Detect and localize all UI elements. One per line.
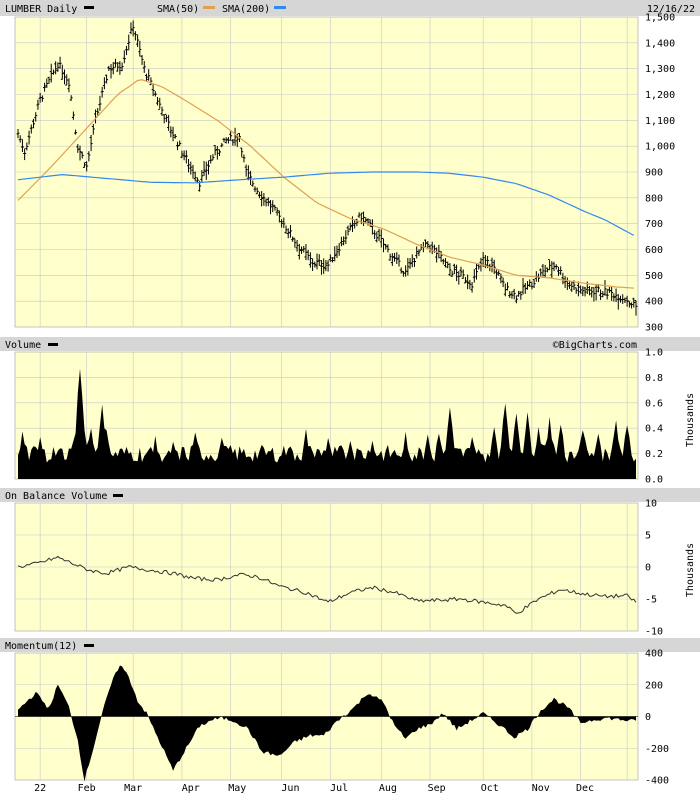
y-tick-label: 900 bbox=[645, 168, 663, 179]
y-tick-label: 1.0 bbox=[645, 348, 663, 359]
price-grid bbox=[15, 16, 638, 328]
volume-band bbox=[0, 337, 700, 351]
obv-band bbox=[0, 488, 700, 502]
y-tick-label: -10 bbox=[645, 627, 663, 638]
sma50-label: SMA(50) bbox=[157, 4, 199, 15]
volume-y-axis: 0.0 0.2 0.4 0.6 0.8 1.0 bbox=[645, 348, 663, 486]
y-tick-label: 0.4 bbox=[645, 424, 663, 435]
x-tick-label: Aug bbox=[379, 783, 397, 794]
y-tick-label: 1,300 bbox=[645, 64, 675, 75]
y-tick-label: -200 bbox=[645, 744, 669, 755]
y-tick-label: 1,000 bbox=[645, 142, 675, 153]
y-tick-label: 400 bbox=[645, 297, 663, 308]
momentum-y-axis: 400 200 0 -200 -400 bbox=[645, 649, 669, 787]
x-tick-label: May bbox=[228, 783, 246, 794]
x-tick-label: Nov bbox=[532, 783, 550, 794]
y-tick-label: 0 bbox=[645, 712, 651, 723]
obv-unit-label: Thousands bbox=[685, 543, 696, 597]
volume-label: Volume bbox=[5, 340, 41, 351]
sma50-line bbox=[17, 79, 634, 289]
header-date: 12/16/22 bbox=[647, 4, 695, 15]
watermark: ©BigCharts.com bbox=[553, 340, 637, 351]
momentum-band bbox=[0, 638, 700, 652]
x-tick-label: Feb bbox=[78, 783, 96, 794]
y-tick-label: 0.6 bbox=[645, 398, 663, 409]
momentum-label: Momentum(12) bbox=[5, 641, 77, 652]
momentum-area bbox=[18, 665, 636, 782]
y-tick-label: 0.8 bbox=[645, 373, 663, 384]
sma200-label: SMA(200) bbox=[222, 4, 270, 15]
sma200-legend-swatch bbox=[274, 6, 286, 9]
obv-legend-swatch bbox=[113, 494, 123, 497]
y-tick-label: 0 bbox=[645, 563, 651, 574]
y-tick-label: 0.2 bbox=[645, 449, 663, 460]
momentum-legend-swatch bbox=[84, 644, 94, 647]
y-tick-label: 10 bbox=[645, 499, 657, 510]
y-tick-label: 700 bbox=[645, 219, 663, 230]
y-tick-label: 500 bbox=[645, 271, 663, 282]
y-tick-label: 400 bbox=[645, 649, 663, 660]
x-tick-label: Mar bbox=[124, 783, 142, 794]
price-bars bbox=[16, 20, 638, 316]
symbol-label: LUMBER Daily bbox=[5, 4, 77, 15]
x-tick-label: Apr bbox=[182, 783, 200, 794]
volume-unit-label: Thousands bbox=[685, 393, 696, 447]
sma200-line bbox=[17, 171, 635, 236]
y-tick-label: 1,200 bbox=[645, 90, 675, 101]
y-tick-label: 1,100 bbox=[645, 116, 675, 127]
y-tick-label: 1,400 bbox=[645, 38, 675, 49]
y-tick-label: 0.0 bbox=[645, 475, 663, 486]
x-tick-label: Oct bbox=[481, 783, 499, 794]
sma50-legend-swatch bbox=[203, 6, 215, 9]
y-tick-label: -5 bbox=[645, 595, 657, 606]
header-band bbox=[0, 0, 700, 16]
symbol-legend-swatch bbox=[84, 6, 94, 9]
obv-line bbox=[17, 555, 637, 614]
y-tick-label: 800 bbox=[645, 193, 663, 204]
x-tick-label: Dec bbox=[576, 783, 594, 794]
volume-legend-swatch bbox=[48, 343, 58, 346]
x-tick-label: Jul bbox=[330, 783, 348, 794]
volume-area bbox=[18, 368, 636, 479]
y-tick-label: 200 bbox=[645, 680, 663, 691]
x-axis-labels: 22 Feb Mar Apr May Jun Jul Aug Sep Oct Nov Dec bbox=[34, 783, 594, 794]
y-tick-label: 300 bbox=[645, 323, 663, 334]
y-tick-label: -400 bbox=[645, 776, 669, 787]
obv-label: On Balance Volume bbox=[5, 491, 107, 502]
y-tick-label: 1,500 bbox=[645, 13, 675, 24]
x-tick-label: Sep bbox=[428, 783, 446, 794]
y-tick-label: 600 bbox=[645, 245, 663, 256]
y-tick-label: 5 bbox=[645, 531, 651, 542]
x-tick-label: Jun bbox=[281, 783, 299, 794]
x-tick-label: 22 bbox=[34, 783, 46, 794]
price-y-axis: 300 400 500 600 700 800 900 1,000 1,100 1,200 1,30… bbox=[645, 13, 675, 334]
obv-grid bbox=[15, 502, 638, 632]
obv-y-axis: 10 5 0 -5 -10 bbox=[645, 499, 663, 638]
